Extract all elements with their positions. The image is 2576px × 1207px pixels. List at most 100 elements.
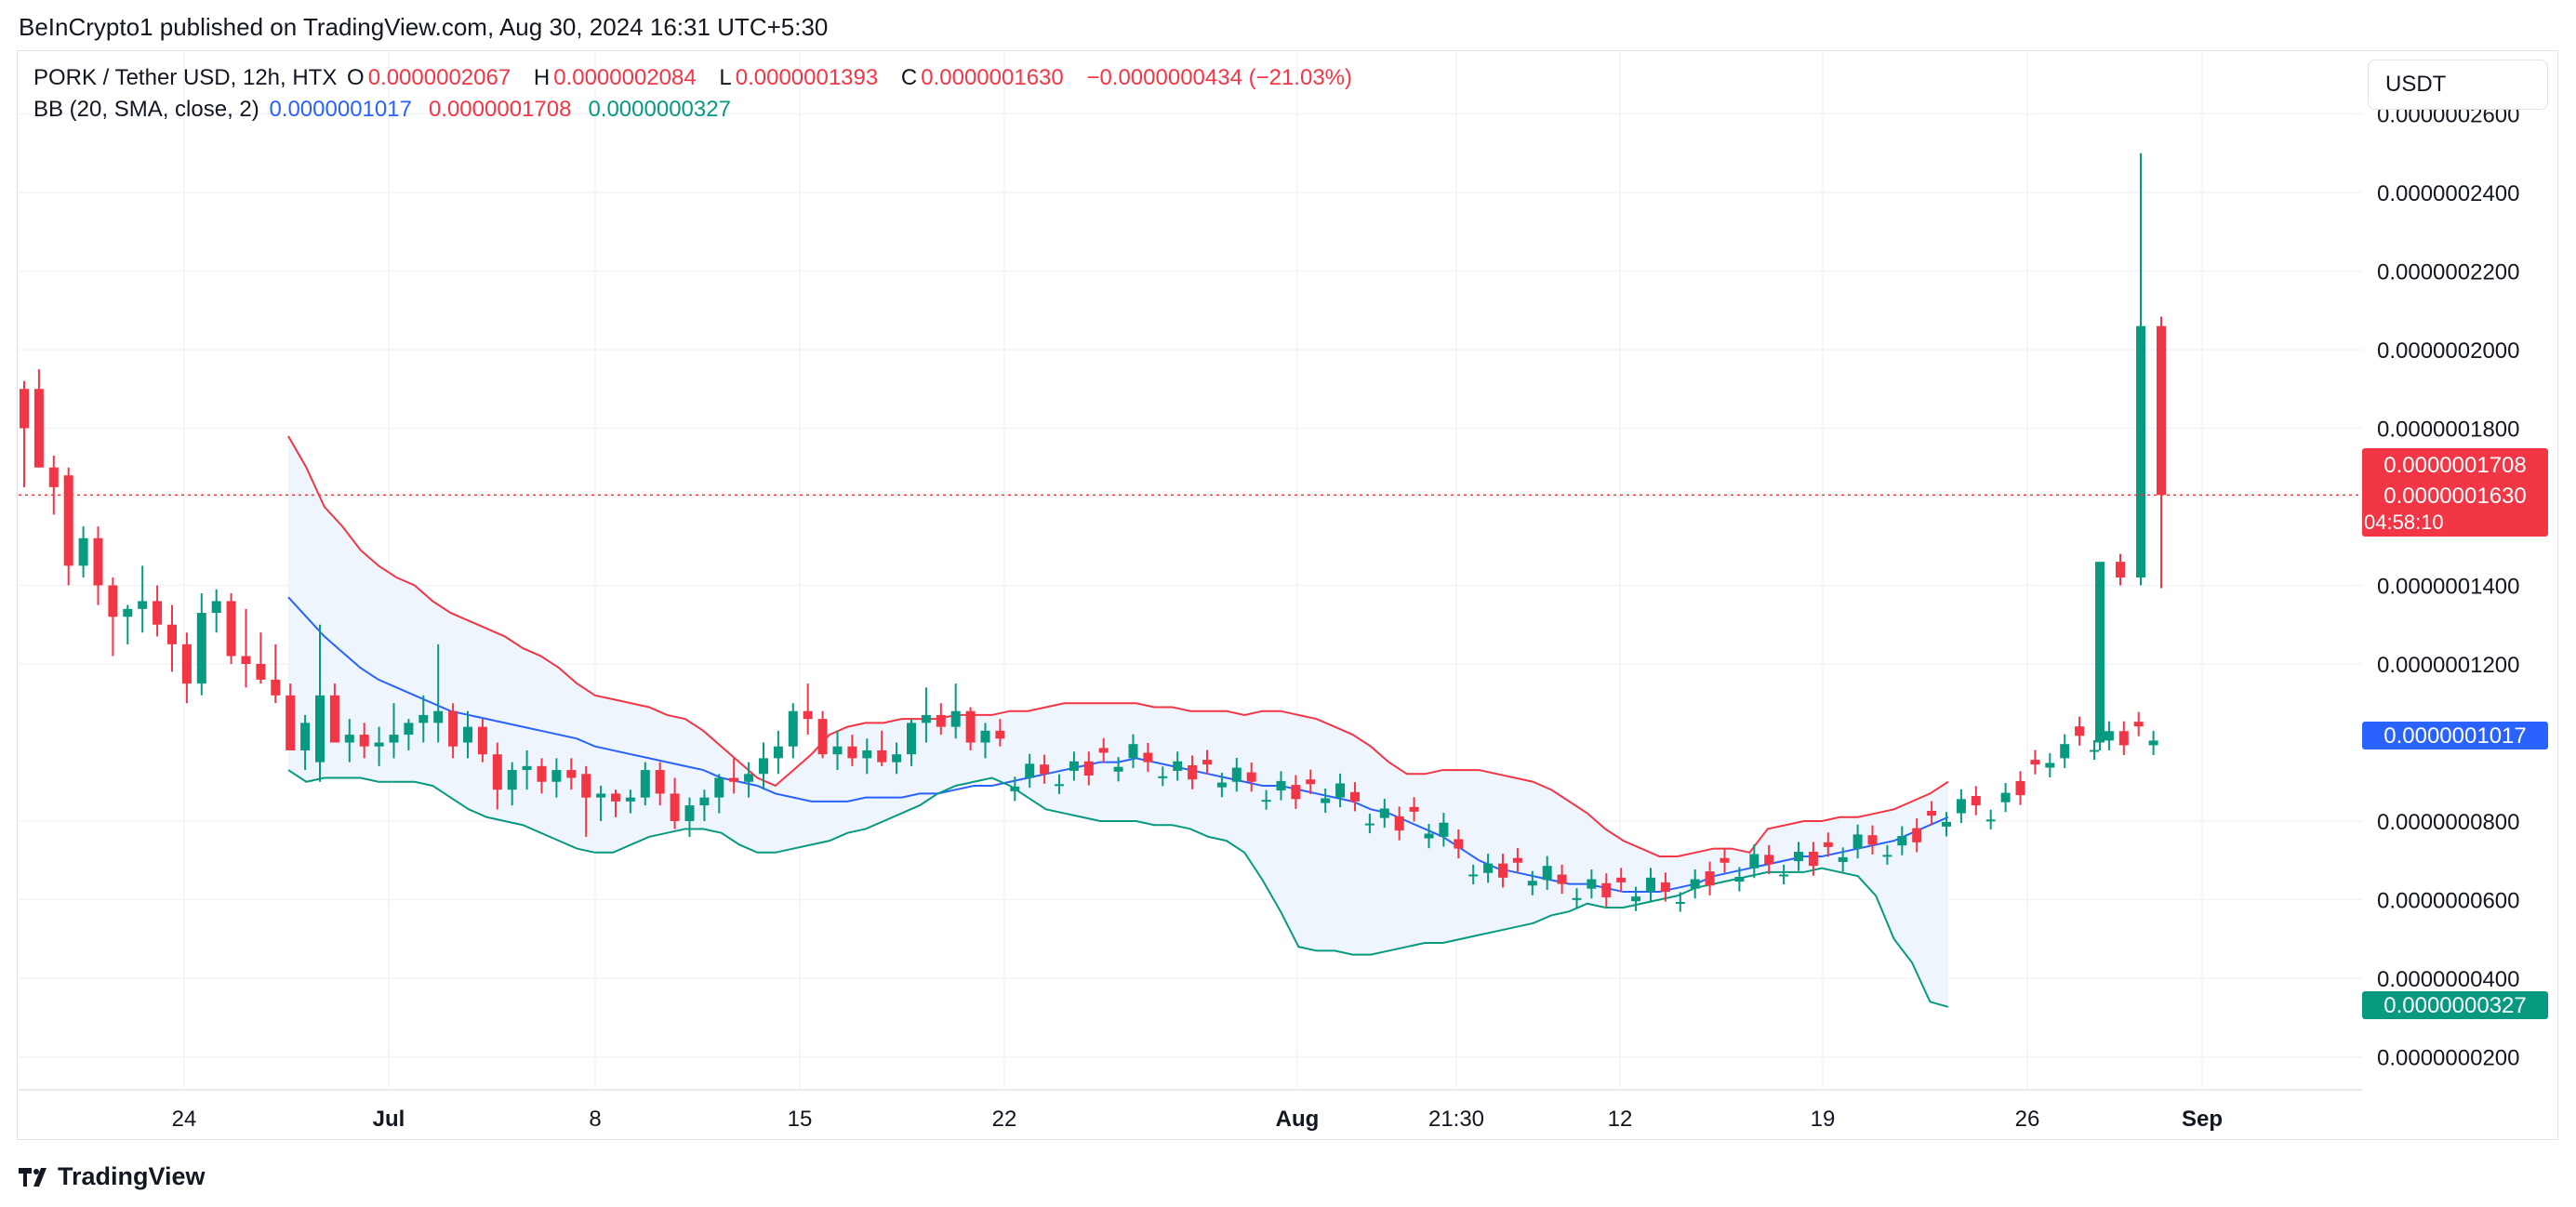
candle	[2075, 716, 2085, 746]
candle-body	[1188, 765, 1198, 780]
candle-body	[2090, 749, 2099, 752]
candles	[20, 153, 2166, 912]
candle-body	[329, 695, 339, 743]
candle-body	[877, 749, 887, 763]
price-label-text: 0.0000001017	[2383, 723, 2527, 749]
candle	[1306, 769, 1316, 794]
candle	[803, 683, 813, 736]
candle	[1083, 751, 1094, 786]
candle	[1040, 754, 1050, 784]
candle	[1690, 869, 1700, 899]
candle	[684, 797, 695, 837]
candle	[1897, 826, 1907, 856]
candle	[1394, 806, 1404, 841]
candle-body	[1631, 896, 1641, 902]
candle-body	[1823, 842, 1833, 847]
candle-body	[63, 475, 73, 566]
candle	[1069, 751, 1079, 781]
candle	[744, 762, 754, 798]
price-label-bg	[2362, 448, 2548, 537]
candle-body	[2095, 562, 2105, 743]
symbol-title[interactable]: PORK / Tether USD, 12h, HTX	[33, 65, 338, 90]
candle	[1202, 749, 1212, 775]
candle	[1794, 842, 1803, 871]
candle-body	[847, 746, 857, 759]
candle-body	[138, 601, 148, 609]
candle-body	[1202, 760, 1212, 765]
candle	[1631, 886, 1641, 911]
candle-body	[1646, 877, 1655, 893]
x-tick-label: 8	[589, 1107, 601, 1132]
candle-body	[1306, 779, 1316, 785]
candle	[1971, 786, 1981, 816]
y-tick-label: 0.0000001200	[2377, 653, 2520, 678]
candle-body	[965, 710, 976, 743]
x-tick-label: 19	[1811, 1107, 1836, 1132]
candle-body	[48, 467, 59, 487]
candle	[965, 707, 976, 750]
candle	[1498, 854, 1507, 888]
candle	[995, 719, 1005, 747]
bollinger-bands	[287, 435, 1949, 1008]
candle	[256, 632, 266, 684]
candle	[832, 730, 843, 771]
candle-body	[729, 777, 739, 782]
candle-body	[1527, 881, 1537, 886]
candle	[2090, 739, 2099, 761]
candle-body	[1246, 772, 1256, 782]
candle	[611, 789, 620, 817]
bb-lower-value: 0.0000000327	[588, 97, 731, 122]
candle	[93, 526, 103, 605]
candle-body	[1616, 877, 1627, 882]
currency-button[interactable]: USDT	[2368, 60, 2548, 110]
candle	[2116, 553, 2125, 586]
x-tick-label: Jul	[373, 1107, 405, 1132]
candle	[2060, 734, 2070, 768]
candle	[2133, 711, 2144, 736]
candle-body	[1468, 874, 1479, 877]
candle-body	[404, 723, 414, 736]
candle-body	[581, 774, 591, 798]
ohlc-legend: PORK / Tether USD, 12h, HTX O 0.000000206…	[33, 65, 1369, 91]
candle	[1216, 773, 1227, 798]
candle-body	[448, 710, 458, 747]
candle	[2118, 721, 2129, 756]
tradingview-logo[interactable]: TradingView	[19, 1162, 206, 1191]
candle	[2104, 721, 2114, 750]
candle	[892, 742, 902, 775]
candle	[1882, 844, 1892, 865]
candle-body	[566, 770, 577, 778]
candle-body	[2136, 325, 2145, 578]
candle-body	[759, 758, 768, 775]
candle-body	[492, 754, 502, 790]
candle-body	[699, 797, 710, 806]
candle	[1927, 801, 1937, 826]
candle-body	[611, 793, 620, 802]
candle	[2095, 562, 2105, 750]
price-label-upper: 0.0000001708	[2383, 453, 2527, 478]
candle	[1454, 829, 1464, 859]
candle	[1173, 751, 1183, 781]
candle	[699, 789, 710, 821]
x-tick-label: 22	[992, 1107, 1017, 1132]
candle	[48, 456, 59, 515]
candle	[211, 589, 221, 633]
candle-body	[1409, 806, 1419, 812]
candle	[1867, 825, 1878, 855]
candle	[2030, 749, 2040, 775]
candle	[1720, 848, 1730, 873]
candle	[877, 730, 887, 766]
candle-body	[1113, 766, 1123, 772]
candle-body	[359, 735, 369, 747]
bb-indicator-title[interactable]: BB (20, SMA, close, 2)	[33, 97, 259, 122]
candle	[78, 526, 88, 578]
candle	[1276, 771, 1286, 801]
candle-body	[418, 714, 429, 723]
candle	[1764, 844, 1774, 875]
candle-body	[817, 719, 828, 755]
y-tick-label: 0.0000001800	[2377, 418, 2520, 443]
candle	[936, 703, 946, 736]
candle-body	[1439, 822, 1449, 837]
close-value: 0.0000001630	[921, 65, 1064, 90]
